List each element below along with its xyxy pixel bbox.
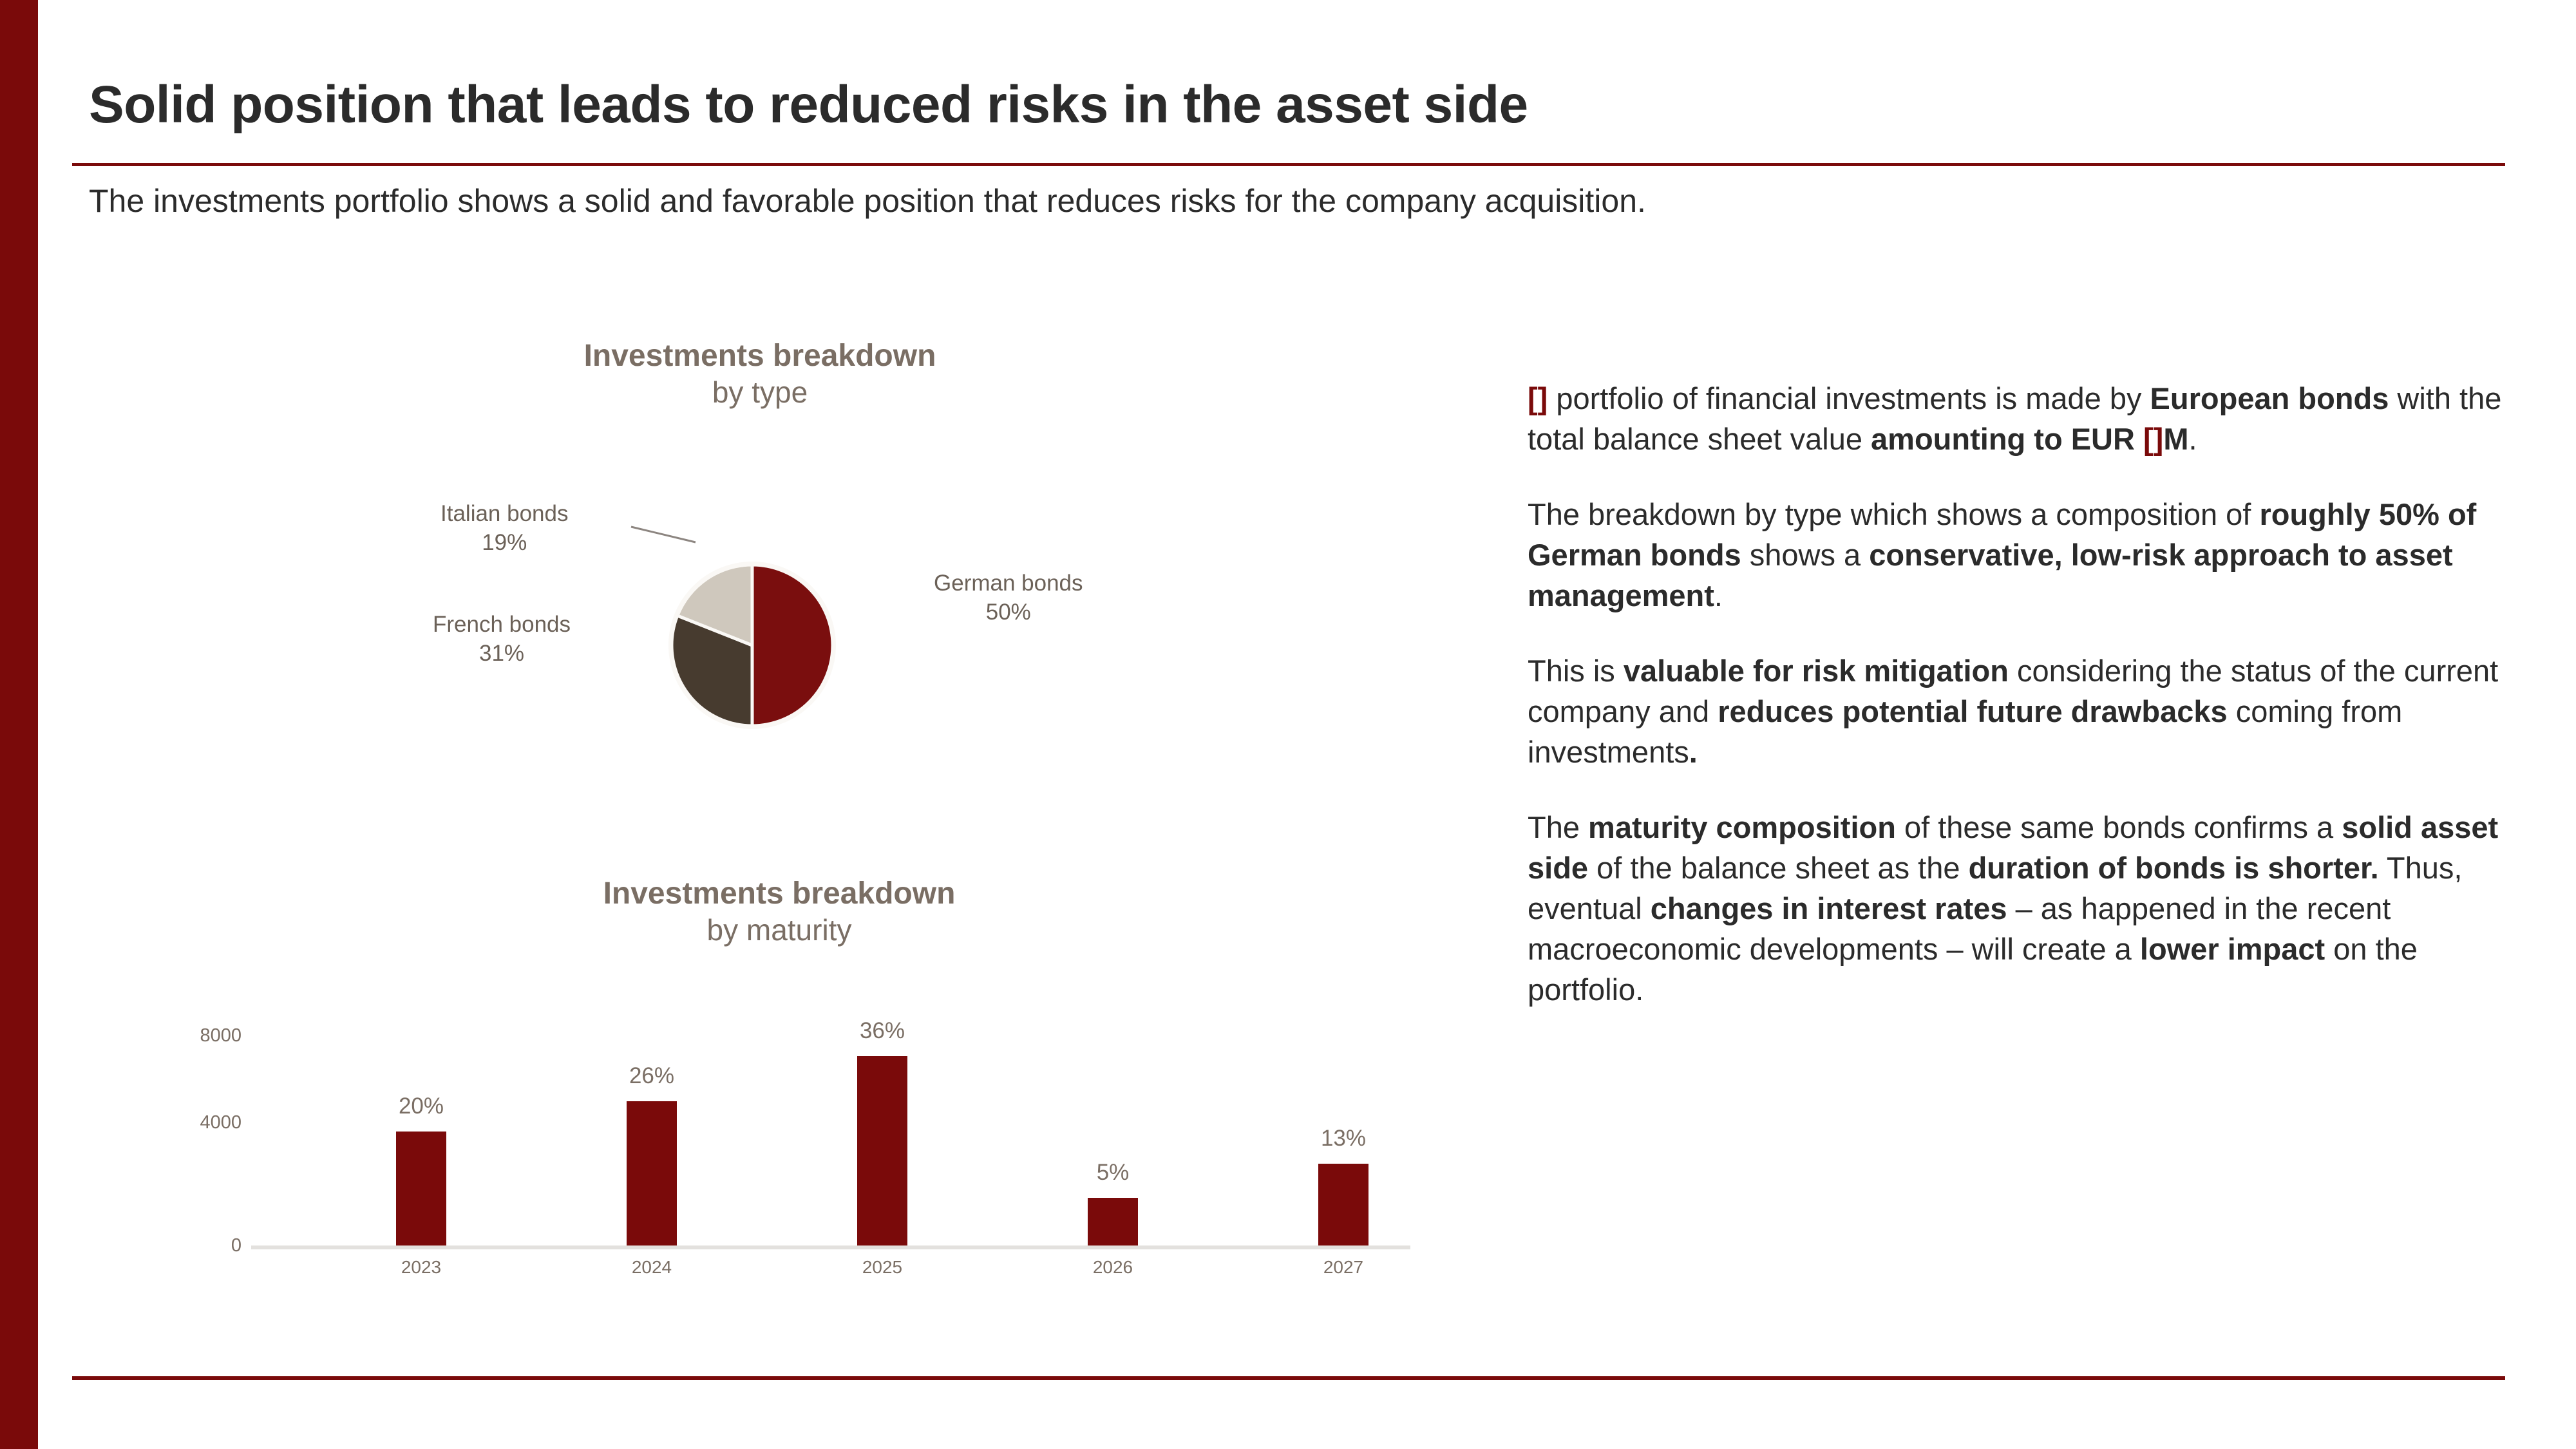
bar-chart-plot: 20% 2023 26% 2024 36% 2025 5% 2026 xyxy=(251,992,1410,1277)
footer-divider-rule xyxy=(72,1376,2505,1380)
bar-chart-ytick-4000: 4000 xyxy=(200,1112,242,1133)
bar-chart-ytick-8000: 8000 xyxy=(200,1025,242,1046)
bar-chart-ytick-0: 0 xyxy=(231,1235,242,1256)
bar-rect-2023[interactable] xyxy=(396,1132,446,1245)
bar-rect-2027[interactable] xyxy=(1318,1164,1368,1245)
bar-category-2023: 2023 xyxy=(401,1257,442,1277)
bar-chart-title-sub: by maturity xyxy=(706,913,852,947)
italian-bonds-leader-line xyxy=(630,526,696,544)
bar-value-2026: 5% xyxy=(1096,1160,1130,1185)
pie-label-french-bonds: French bonds 31% xyxy=(433,611,571,668)
bar-chart-title-main: Investments breakdown xyxy=(603,876,956,911)
bar-chart: 8000 4000 0 20% 2023 26% 2024 36% 2025 xyxy=(180,992,1430,1294)
bar-column-2023[interactable]: 20% xyxy=(396,1094,446,1245)
pie-slice-german-bonds[interactable] xyxy=(750,563,835,728)
bar-category-2026: 2026 xyxy=(1092,1257,1133,1277)
pie-slice-italian-bonds[interactable] xyxy=(675,563,754,648)
pie-label-german-bonds-value: 50% xyxy=(985,599,1031,625)
pie-label-german-bonds-name: German bonds xyxy=(934,571,1083,596)
bar-category-2027: 2027 xyxy=(1323,1257,1364,1277)
bar-rect-2025[interactable] xyxy=(857,1056,907,1245)
pie-chart-title: Investments breakdown by type xyxy=(438,338,1082,410)
redacted-placeholder: [] xyxy=(2143,421,2164,456)
bar-chart-title: Investments breakdown by maturity xyxy=(457,876,1101,947)
bar-rect-2026[interactable] xyxy=(1088,1198,1138,1245)
bar-chart-baseline xyxy=(251,1245,1410,1249)
pie-label-french-bonds-name: French bonds xyxy=(433,612,571,637)
bar-rect-2024[interactable] xyxy=(627,1101,677,1245)
bar-value-2027: 13% xyxy=(1320,1126,1367,1151)
bar-column-2024[interactable]: 26% xyxy=(627,1063,677,1245)
commentary-paragraph-2: The breakdown by type which shows a comp… xyxy=(1528,497,2477,612)
bar-value-2023: 20% xyxy=(398,1094,444,1119)
bar-value-2025: 36% xyxy=(859,1018,905,1043)
left-accent-stripe xyxy=(0,0,38,1449)
pie-chart-svg xyxy=(630,526,836,729)
pie-label-german-bonds: German bonds 50% xyxy=(934,569,1083,627)
page-subtitle: The investments portfolio shows a solid … xyxy=(89,183,1646,219)
pie-label-italian-bonds-value: 19% xyxy=(482,529,527,555)
commentary-paragraph-3: This is valuable for risk mitigation con… xyxy=(1528,653,2499,769)
pie-chart: Italian bonds 19% French bonds 31% Germa… xyxy=(433,451,1083,811)
bar-category-2024: 2024 xyxy=(631,1257,672,1277)
commentary-paragraph-1: [] portfolio of financial investments is… xyxy=(1528,381,2502,456)
pie-slice-french-bonds[interactable] xyxy=(670,613,754,728)
redacted-placeholder: [] xyxy=(1528,381,1548,415)
pie-label-italian-bonds: Italian bonds 19% xyxy=(440,500,568,558)
bar-category-2025: 2025 xyxy=(862,1257,903,1277)
pie-chart-title-sub: by type xyxy=(712,375,808,409)
bar-column-2026[interactable]: 5% xyxy=(1088,1160,1138,1245)
bar-column-2025[interactable]: 36% xyxy=(857,1018,907,1245)
pie-label-french-bonds-value: 31% xyxy=(478,640,525,666)
title-divider-rule xyxy=(72,163,2505,166)
commentary-paragraph-4: The maturity composition of these same b… xyxy=(1528,810,2499,1007)
pie-chart-title-main: Investments breakdown xyxy=(583,339,936,373)
pie-label-italian-bonds-name: Italian bonds xyxy=(440,501,569,526)
commentary-text-block: [] portfolio of financial investments is… xyxy=(1528,379,2519,1010)
page-title: Solid position that leads to reduced ris… xyxy=(89,75,1528,134)
bar-column-2027[interactable]: 13% xyxy=(1318,1126,1368,1245)
bar-value-2024: 26% xyxy=(629,1063,675,1088)
